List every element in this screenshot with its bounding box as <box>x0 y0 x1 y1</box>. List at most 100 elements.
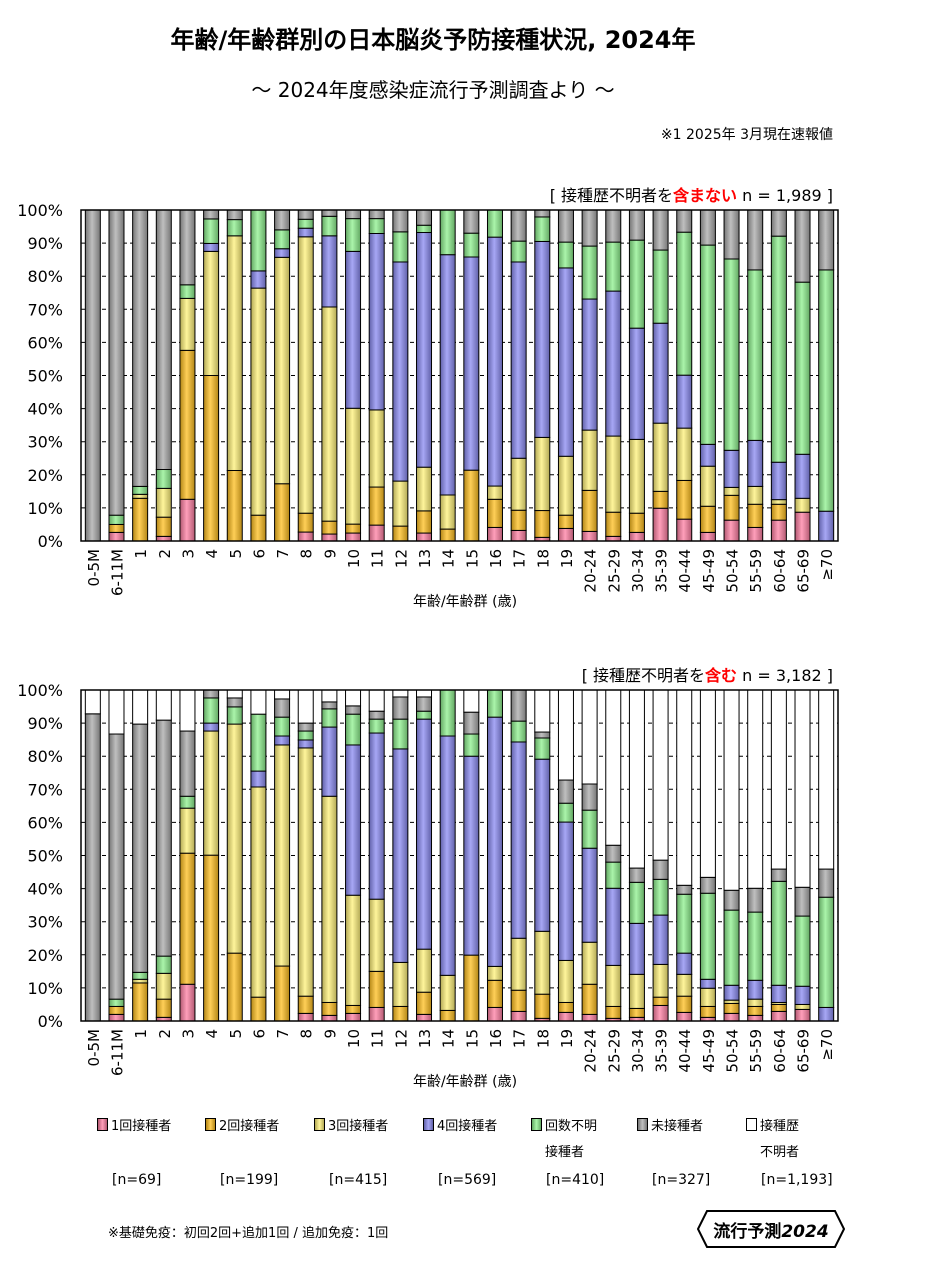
bar-segment-series-6 <box>557 779 574 804</box>
bar-segment-series-5 <box>203 218 220 244</box>
bar-stack-12 <box>392 689 409 1022</box>
y-tick-label: 40% <box>27 400 63 419</box>
x-tick-label: 50-54 <box>724 549 742 593</box>
bar-segment-series-1 <box>723 1012 740 1022</box>
bar-segment-series-7 <box>581 689 598 785</box>
bar-segment-series-5 <box>652 249 669 324</box>
bar-stack-4 <box>203 689 220 1022</box>
bar-stack-50-54 <box>723 209 740 542</box>
x-tick-label: 9 <box>321 1029 339 1039</box>
bar-segment-series-7 <box>534 689 551 733</box>
bar-segment-series-7 <box>628 689 645 869</box>
bar-segment-series-4 <box>203 242 220 252</box>
legend-item-2: 2回接種者 <box>205 1114 279 1140</box>
y-tick-label: 40% <box>27 880 63 899</box>
x-tick-label: 65-69 <box>795 1029 813 1073</box>
y-tick-label: 10% <box>27 499 63 518</box>
bar-segment-series-6 <box>747 887 764 913</box>
bar-segment-series-6 <box>794 209 811 283</box>
legend-item-6: 未接種者 <box>637 1114 703 1140</box>
bar-segment-series-2 <box>676 995 693 1013</box>
bar-segment-series-2 <box>392 1005 409 1022</box>
bar-segment-series-5 <box>368 718 385 734</box>
bar-segment-series-7 <box>463 689 480 713</box>
bar-segment-series-1 <box>321 1014 338 1022</box>
bar-segment-series-6 <box>699 876 716 894</box>
x-tick-label: 7 <box>274 549 292 559</box>
bar-segment-series-3 <box>274 256 291 485</box>
bar-segment-series-5 <box>557 802 574 823</box>
bar-segment-series-2 <box>203 854 220 1022</box>
bar-segment-series-5 <box>628 881 645 924</box>
bar-segment-series-4 <box>463 755 480 956</box>
bar-segment-series-2 <box>605 1005 622 1019</box>
bar-segment-series-5 <box>274 716 291 737</box>
bar-segment-series-6 <box>416 209 433 226</box>
logo-year: 2024 <box>781 1222 829 1242</box>
bar-segment-series-5 <box>605 241 622 292</box>
logo-text: 流行予測2024 <box>697 1217 845 1242</box>
bar-segment-series-1 <box>557 1011 574 1022</box>
x-tick-label: 11 <box>369 1029 387 1048</box>
bar-stack-3 <box>179 689 196 1022</box>
x-axis-title: 年齢/年齢群 (歳) <box>413 594 517 610</box>
bar-stack-9 <box>321 209 338 542</box>
bar-segment-series-2 <box>250 996 267 1022</box>
bar-stack-11 <box>368 209 385 542</box>
bar-segment-series-1 <box>345 1012 362 1022</box>
chart-label-suffix: n = 1,989 ] <box>737 186 833 205</box>
x-tick-label: 1 <box>132 1029 150 1039</box>
bar-stack-14 <box>439 209 456 542</box>
x-tick-label: 6 <box>250 1029 268 1039</box>
bar-stack-40-44 <box>676 209 693 542</box>
bar-segment-series-5 <box>132 971 149 980</box>
bar-stack-50-54 <box>723 689 740 1022</box>
bar-stack-5 <box>226 689 243 1022</box>
legend-label: 回数不明 <box>545 1119 598 1134</box>
bar-stack-13 <box>416 209 433 542</box>
bar-segment-series-6 <box>132 209 149 487</box>
legend-label: 接種歴 <box>760 1119 800 1134</box>
bar-stack-40-44 <box>676 689 693 1022</box>
bar-segment-series-4 <box>439 735 456 976</box>
y-tick-label: 100% <box>17 681 63 700</box>
bar-segment-series-5 <box>534 216 551 242</box>
bar-segment-series-7 <box>250 689 267 715</box>
bar-segment-series-2 <box>416 991 433 1015</box>
bar-segment-series-3 <box>250 786 267 998</box>
bar-segment-series-3 <box>747 998 764 1007</box>
bar-segment-series-5 <box>770 235 787 463</box>
bar-segment-series-4 <box>581 298 598 431</box>
bar-segment-series-5 <box>818 269 835 512</box>
bar-segment-series-4 <box>297 739 314 749</box>
bar-stack-18 <box>534 689 551 1022</box>
bar-segment-series-6 <box>274 698 291 718</box>
x-tick-label: 6 <box>250 549 268 559</box>
bar-segment-series-6 <box>297 722 314 732</box>
bar-segment-series-2 <box>155 998 172 1018</box>
page-title: 年齢/年齢群別の日本脳炎予防接種状況, 2024年 <box>170 26 696 54</box>
bar-segment-series-6 <box>534 209 551 218</box>
bar-segment-series-2 <box>628 1007 645 1018</box>
x-tick-label: 8 <box>298 1029 316 1039</box>
bar-segment-series-6 <box>818 209 835 271</box>
bar-segment-series-6 <box>84 713 101 1022</box>
bar-segment-series-3 <box>510 937 527 991</box>
bar-segment-series-7 <box>794 689 811 888</box>
bar-segment-series-7 <box>770 689 787 870</box>
legend-swatch <box>97 1118 108 1131</box>
bar-segment-series-6 <box>368 710 385 720</box>
bar-stack-1 <box>132 689 149 1022</box>
chart-label-prefix: [ 接種歴不明者を <box>549 186 674 205</box>
bar-segment-series-6 <box>463 209 480 234</box>
x-tick-label: 16 <box>487 549 505 568</box>
bar-stack-30-34 <box>628 209 645 542</box>
bar-segment-series-6 <box>581 209 598 247</box>
bar-segment-series-7 <box>226 689 243 699</box>
bar-stack-19 <box>557 689 574 1022</box>
bar-segment-series-5 <box>226 219 243 237</box>
logo-badge <box>697 1210 845 1248</box>
bar-segment-series-2 <box>510 989 527 1012</box>
chart-label-highlight: 含まない <box>673 186 738 205</box>
bar-segment-series-6 <box>321 209 338 217</box>
